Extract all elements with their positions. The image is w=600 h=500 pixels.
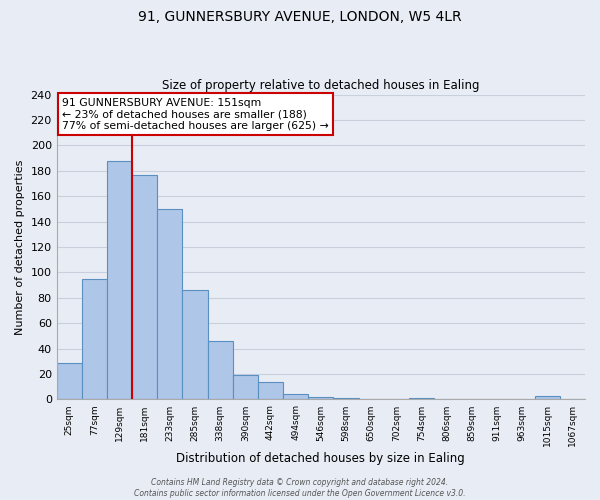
- Bar: [56, 362, 82, 400]
- Bar: [334, 398, 359, 400]
- Bar: [132, 174, 157, 400]
- Bar: [82, 279, 107, 400]
- Bar: [157, 209, 182, 400]
- Bar: [258, 382, 283, 400]
- Title: Size of property relative to detached houses in Ealing: Size of property relative to detached ho…: [162, 79, 479, 92]
- Y-axis label: Number of detached properties: Number of detached properties: [15, 160, 25, 334]
- Bar: [107, 160, 132, 400]
- Text: 91, GUNNERSBURY AVENUE, LONDON, W5 4LR: 91, GUNNERSBURY AVENUE, LONDON, W5 4LR: [138, 10, 462, 24]
- Text: 91 GUNNERSBURY AVENUE: 151sqm
← 23% of detached houses are smaller (188)
77% of : 91 GUNNERSBURY AVENUE: 151sqm ← 23% of d…: [62, 98, 329, 131]
- X-axis label: Distribution of detached houses by size in Ealing: Distribution of detached houses by size …: [176, 452, 465, 465]
- Bar: [535, 396, 560, 400]
- Bar: [182, 290, 208, 400]
- Bar: [283, 394, 308, 400]
- Bar: [308, 397, 334, 400]
- Bar: [208, 341, 233, 400]
- Text: Contains HM Land Registry data © Crown copyright and database right 2024.
Contai: Contains HM Land Registry data © Crown c…: [134, 478, 466, 498]
- Bar: [233, 376, 258, 400]
- Bar: [409, 398, 434, 400]
